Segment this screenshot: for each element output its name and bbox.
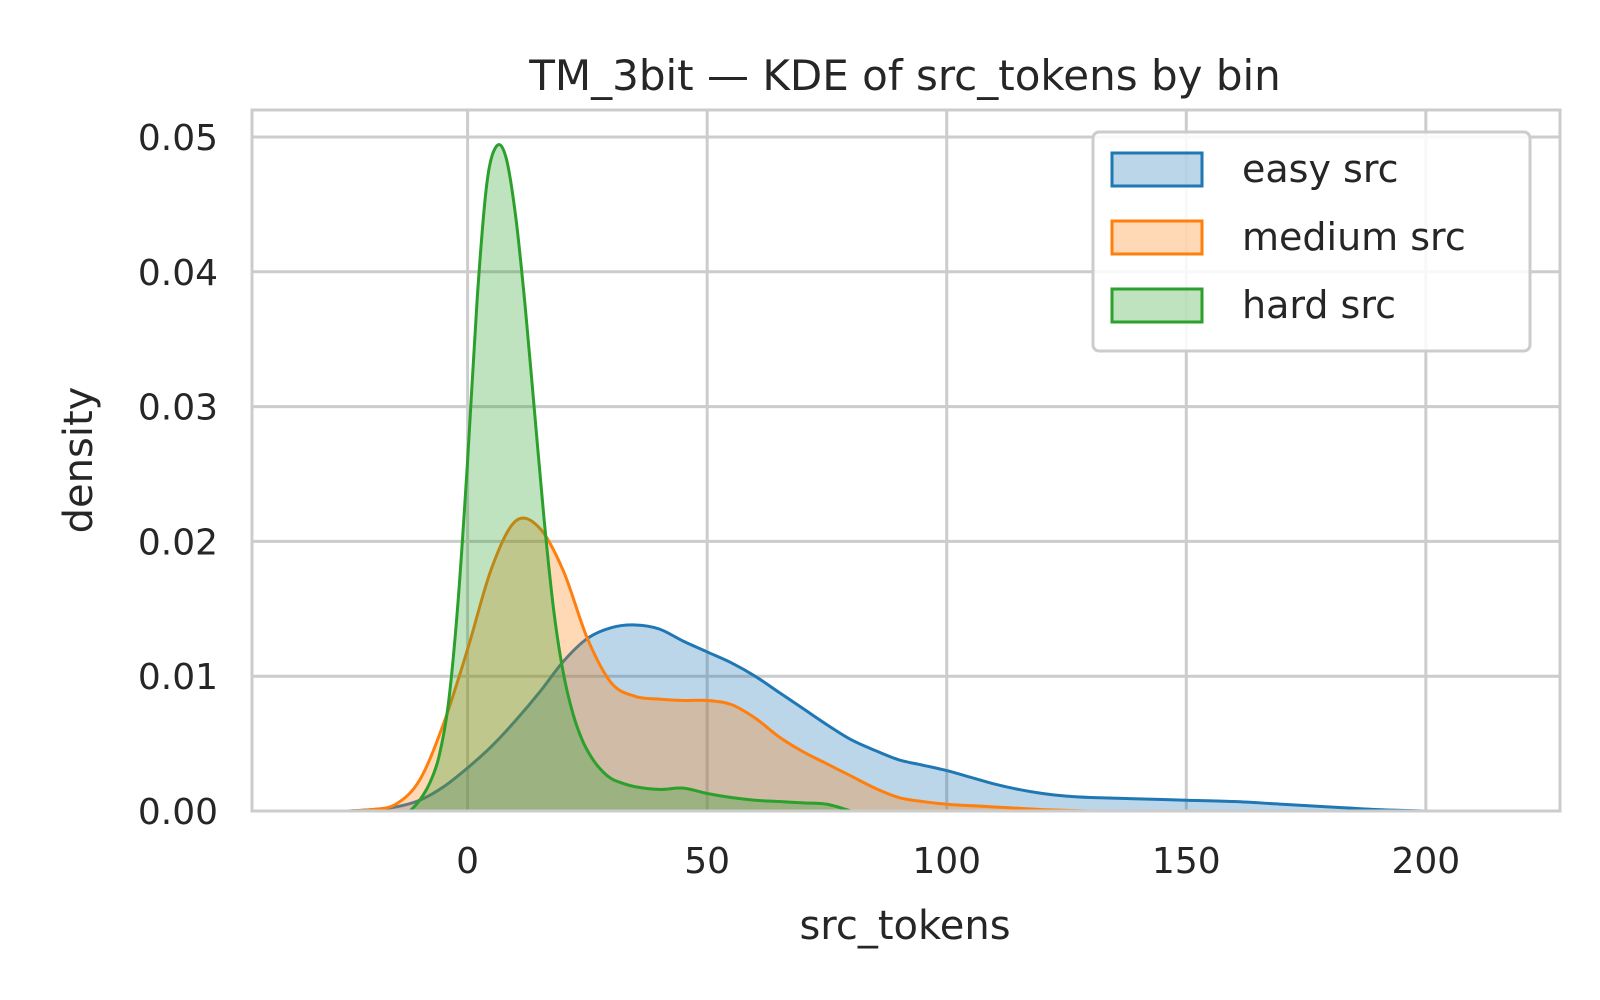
series-line-1	[346, 516, 1092, 811]
y-tick-label: 0.05	[138, 118, 218, 159]
legend-label-2: hard src	[1242, 283, 1396, 327]
series-line-0	[346, 623, 1428, 811]
y-tick-label: 0.00	[138, 792, 218, 833]
y-tick-label: 0.02	[138, 522, 218, 563]
tick-layer: 0 50 100 150 200 0.00 0.01 0.02 0.03 0.04 0.05	[138, 118, 1460, 882]
plot-frame	[250, 108, 1562, 813]
series-fill-0	[347, 624, 1426, 811]
y-axis-label: density	[56, 387, 102, 534]
series-fill-2	[410, 144, 851, 811]
series-layer	[346, 143, 1428, 811]
x-tick-label: 50	[684, 841, 730, 882]
chart-title: TM_3bit — KDE of src_tokens by bin	[528, 51, 1281, 100]
legend-swatch-2	[1110, 287, 1204, 324]
x-tick-label: 0	[456, 841, 479, 882]
y-tick-label: 0.01	[138, 657, 218, 698]
x-tick-label: 200	[1391, 841, 1460, 882]
x-tick-label: 150	[1152, 841, 1221, 882]
y-tick-label: 0.03	[138, 388, 218, 429]
y-tick-label: 0.04	[138, 253, 218, 294]
x-tick-label: 100	[912, 841, 981, 882]
legend-label-0: easy src	[1242, 147, 1399, 191]
x-axis-label: src_tokens	[799, 903, 1010, 949]
legend-label-1: medium src	[1242, 215, 1466, 259]
series-line-2	[408, 143, 853, 811]
series-fill-1	[347, 518, 1091, 811]
legend: easy src medium src hard src	[1091, 130, 1532, 353]
legend-swatch-1	[1110, 219, 1204, 256]
series-drawing-area	[346, 143, 1428, 811]
legend-swatch-0	[1110, 151, 1204, 188]
